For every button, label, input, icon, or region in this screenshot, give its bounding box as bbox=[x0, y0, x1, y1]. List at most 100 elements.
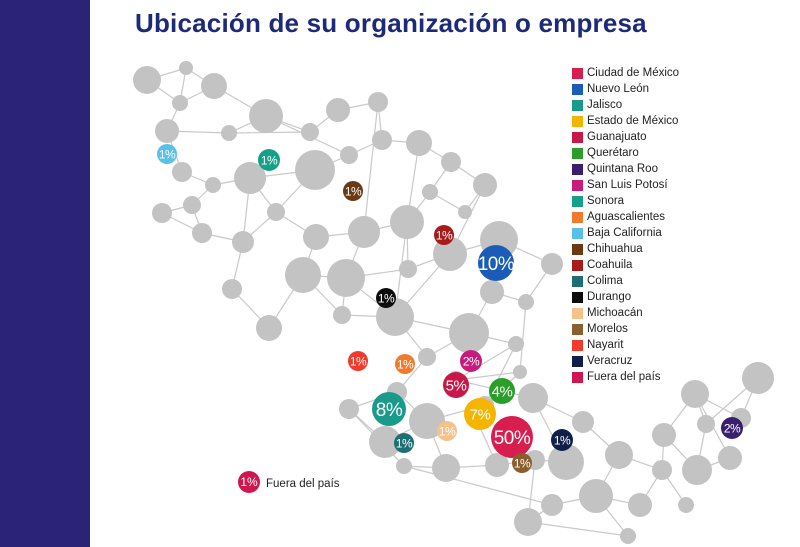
bubble-label: 1% bbox=[436, 228, 453, 242]
network-node bbox=[514, 508, 542, 536]
network-node bbox=[368, 92, 388, 112]
network-node bbox=[682, 455, 712, 485]
network-node bbox=[697, 415, 715, 433]
legend-swatch bbox=[572, 84, 583, 95]
legend-item: Guanajuato bbox=[572, 130, 772, 146]
legend-swatch bbox=[572, 356, 583, 367]
network-node bbox=[256, 315, 282, 341]
network-node bbox=[406, 130, 432, 156]
sidebar-band bbox=[0, 0, 90, 547]
bubble-label: 8% bbox=[376, 400, 403, 421]
network-node bbox=[399, 260, 417, 278]
bubble-chihuahua bbox=[343, 181, 363, 201]
bubble-label: 1% bbox=[350, 354, 367, 368]
network-node bbox=[480, 280, 504, 304]
network-node bbox=[579, 479, 613, 513]
bubble-quer-taro bbox=[489, 378, 515, 404]
network-node bbox=[205, 177, 221, 193]
legend-swatch bbox=[572, 324, 583, 335]
network-node bbox=[285, 257, 321, 293]
legend-item: Coahuila bbox=[572, 258, 772, 274]
network-node bbox=[548, 444, 584, 480]
legend-swatch bbox=[572, 276, 583, 287]
bubble-sonora bbox=[258, 149, 280, 171]
bubble-label: 1% bbox=[554, 433, 571, 447]
network-edge bbox=[363, 101, 379, 233]
bubble-label: 1% bbox=[261, 153, 278, 167]
bubble-label: 5% bbox=[446, 377, 467, 394]
network-node bbox=[301, 123, 319, 141]
bubble-guanajuato bbox=[443, 372, 469, 398]
legend-item: Estado de México bbox=[572, 114, 772, 130]
legend-label: Colima bbox=[587, 275, 623, 287]
legend-label: Fuera del país bbox=[587, 371, 661, 383]
legend-label: Guanajuato bbox=[587, 131, 647, 143]
network-node bbox=[541, 494, 563, 516]
network-node bbox=[222, 279, 242, 299]
network-node bbox=[369, 426, 401, 458]
bubble-veracruz bbox=[551, 429, 573, 451]
network-node bbox=[620, 528, 636, 544]
bubble-label: 1% bbox=[378, 291, 395, 305]
legend-item: Nuevo León bbox=[572, 82, 772, 98]
network-node bbox=[518, 383, 548, 413]
network-node bbox=[541, 253, 563, 275]
network-node bbox=[372, 130, 392, 150]
network-node bbox=[396, 458, 412, 474]
legend-swatch bbox=[572, 340, 583, 351]
network-node bbox=[652, 423, 676, 447]
outside-text: Fuera del país bbox=[266, 478, 340, 490]
legend-swatch bbox=[572, 116, 583, 127]
legend-swatch bbox=[572, 164, 583, 175]
network-node bbox=[718, 446, 742, 470]
legend-item: Baja California bbox=[572, 226, 772, 242]
bubble-label: 4% bbox=[492, 383, 513, 400]
network-node bbox=[201, 73, 227, 99]
legend-label: Aguascalientes bbox=[587, 211, 665, 223]
bubble-label: 1% bbox=[396, 436, 413, 450]
legend-label: San Luis Potosí bbox=[587, 179, 668, 191]
bubble-nuevo-le-n bbox=[478, 245, 514, 281]
network-node bbox=[449, 313, 489, 353]
legend-swatch bbox=[572, 148, 583, 159]
legend-swatch bbox=[572, 260, 583, 271]
network-node bbox=[221, 125, 237, 141]
bubble-colima bbox=[394, 433, 414, 453]
network-node bbox=[485, 453, 509, 477]
legend-item: San Luis Potosí bbox=[572, 178, 772, 194]
bubble-san-luis-potos- bbox=[460, 350, 482, 372]
network-node bbox=[303, 224, 329, 250]
legend-item: Aguascalientes bbox=[572, 210, 772, 226]
network-node bbox=[418, 348, 436, 366]
network-node bbox=[232, 231, 254, 253]
network-node bbox=[179, 61, 193, 75]
legend-item: Jalisco bbox=[572, 98, 772, 114]
network-node bbox=[652, 460, 672, 480]
network-node bbox=[183, 196, 201, 214]
outside-value: 1% bbox=[240, 475, 258, 489]
legend-label: Michoacán bbox=[587, 307, 643, 319]
network-node bbox=[172, 162, 192, 182]
bubble-label: 2% bbox=[463, 354, 480, 368]
bubble-label: 50% bbox=[494, 428, 531, 449]
bubble-label: 1% bbox=[439, 424, 456, 438]
legend-item: Colima bbox=[572, 274, 772, 290]
network-node bbox=[234, 162, 266, 194]
network-node bbox=[333, 306, 351, 324]
network-node bbox=[249, 99, 283, 133]
network-node bbox=[433, 237, 467, 271]
network-node bbox=[441, 152, 461, 172]
legend-item: Morelos bbox=[572, 322, 772, 338]
legend-swatch bbox=[572, 292, 583, 303]
legend-label: Morelos bbox=[587, 323, 628, 335]
legend-swatch bbox=[572, 308, 583, 319]
legend-label: Ciudad de México bbox=[587, 67, 680, 79]
network-node bbox=[390, 205, 424, 239]
network-node bbox=[458, 205, 472, 219]
network-node bbox=[295, 150, 335, 190]
legend-label: Sonora bbox=[587, 195, 625, 207]
state-bubbles: 50% 10% 8% 7%5% 4% 2% 2% 1% 1% 1% 1% 1% 1% 1% 1% 1% 1% 1% bbox=[157, 144, 743, 473]
network-node bbox=[192, 223, 212, 243]
bubble-label: 2% bbox=[724, 421, 741, 435]
